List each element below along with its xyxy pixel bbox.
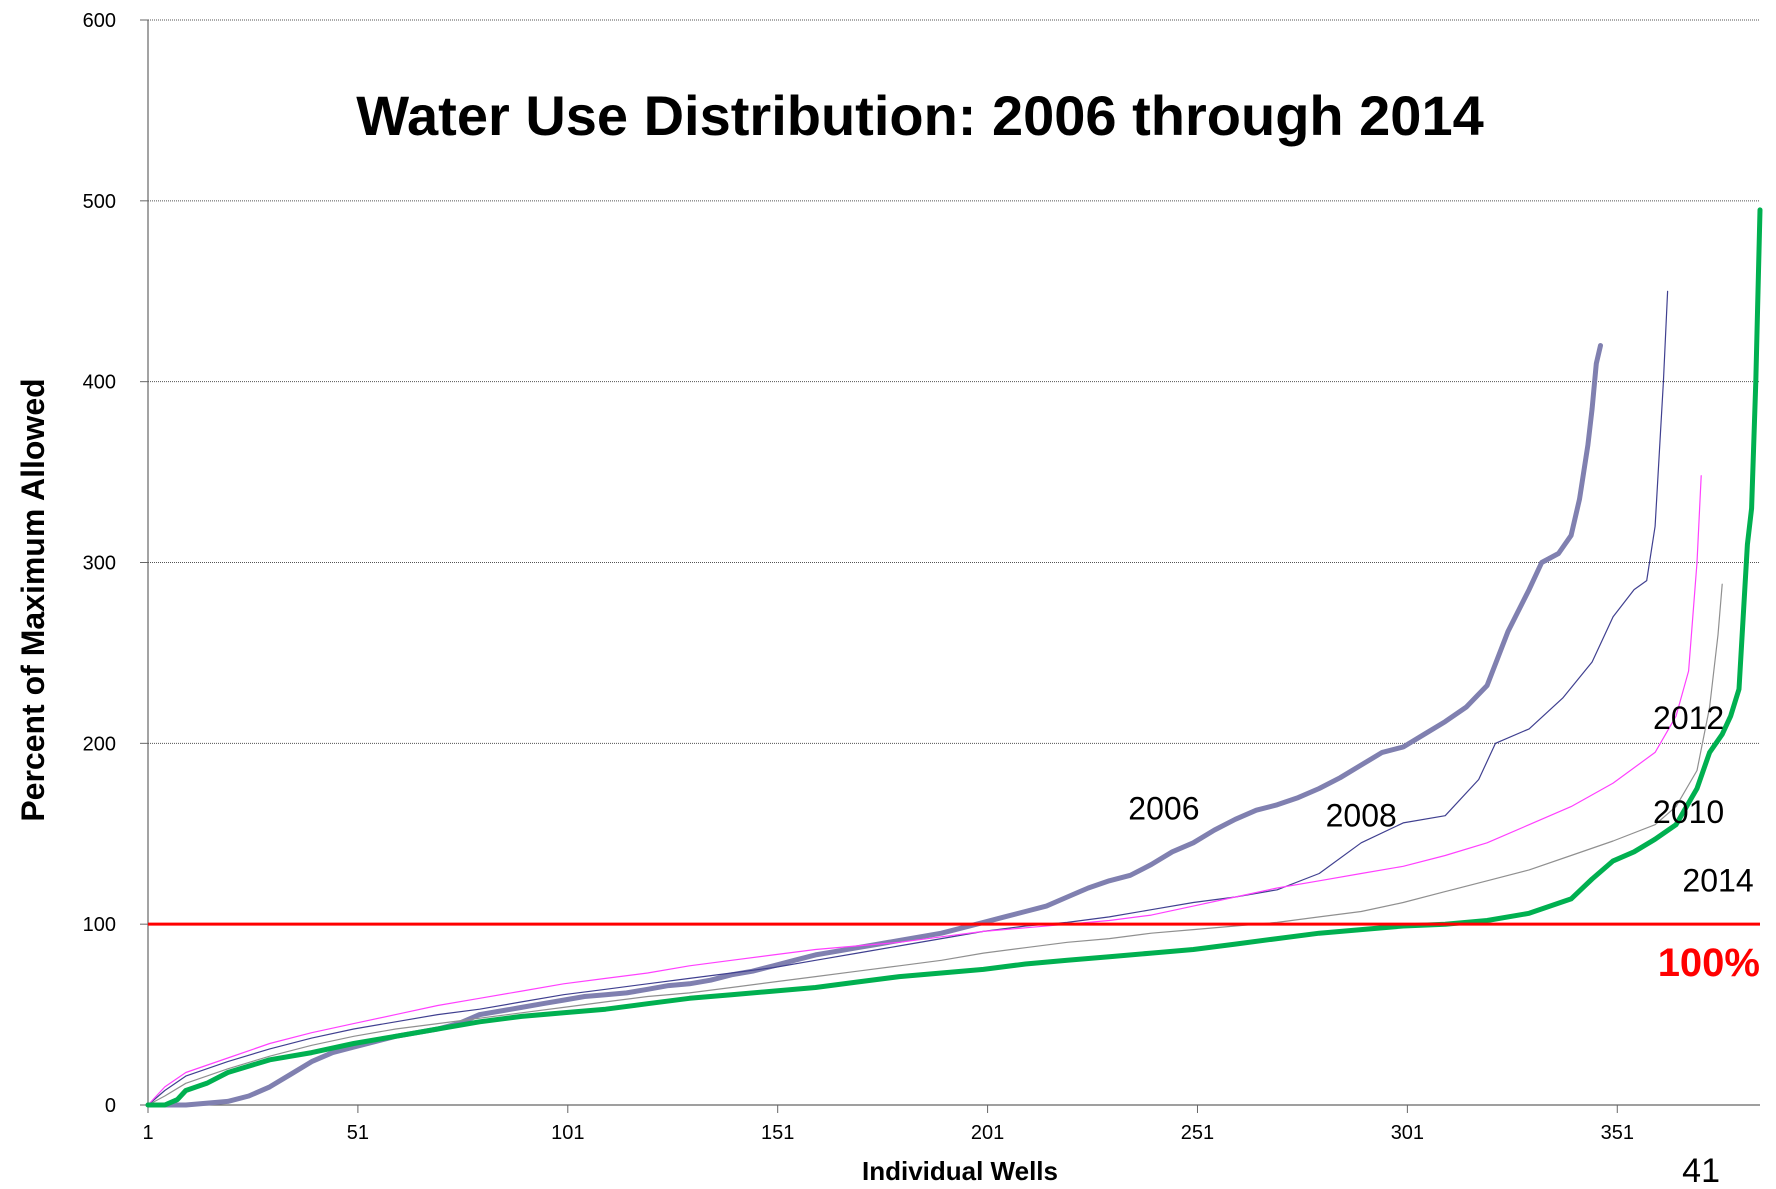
series-lines <box>145 207 1763 1108</box>
y-tick-label-500: 500 <box>83 191 116 213</box>
y-tick-label-0: 0 <box>105 1095 116 1117</box>
y-tick-label-100: 100 <box>83 914 116 936</box>
page-number: 41 <box>1682 1152 1720 1189</box>
x-tick-label-151: 151 <box>761 1122 794 1144</box>
series-line-2014 <box>145 207 1763 1108</box>
y-tick-labels: 0 100 200 300 400 500 600 <box>83 10 116 1117</box>
axes <box>140 19 1760 1113</box>
gridlines <box>148 19 1760 925</box>
x-tick-label-201: 201 <box>971 1122 1004 1144</box>
x-tick-label-1: 1 <box>142 1122 153 1144</box>
series-line-2008 <box>147 290 1669 1106</box>
series-label-2008: 2008 <box>1326 798 1397 834</box>
chart-title: Water Use Distribution: 2006 through 201… <box>356 84 1484 147</box>
series-label-2006: 2006 <box>1128 790 1199 826</box>
y-tick-label-300: 300 <box>83 553 116 575</box>
series-label-2014: 2014 <box>1682 863 1753 899</box>
y-tick-label-200: 200 <box>83 733 116 755</box>
x-tick-label-301: 301 <box>1391 1122 1424 1144</box>
x-tick-label-101: 101 <box>551 1122 584 1144</box>
series-line-2006 <box>145 343 1603 1108</box>
reference-line-label: 100% <box>1658 941 1760 985</box>
reference-line-group: 100% <box>148 922 1760 985</box>
y-tick-label-400: 400 <box>83 372 116 394</box>
y-tick-label-600: 600 <box>83 10 116 32</box>
y-axis-title: Percent of Maximum Allowed <box>15 378 51 821</box>
x-tick-label-51: 51 <box>347 1122 369 1144</box>
x-tick-label-351: 351 <box>1601 1122 1634 1144</box>
series-labels: 2006 2008 2012 2010 2014 <box>1128 700 1753 899</box>
x-tick-labels: 1 51 101 151 201 251 301 351 <box>142 1122 1634 1144</box>
x-tick-label-251: 251 <box>1181 1122 1214 1144</box>
series-line-2012 <box>147 475 1702 1106</box>
series-line-2010 <box>147 583 1723 1106</box>
series-label-2010: 2010 <box>1653 794 1724 830</box>
x-axis-title: Individual Wells <box>862 1156 1058 1186</box>
series-label-2012: 2012 <box>1653 700 1724 736</box>
